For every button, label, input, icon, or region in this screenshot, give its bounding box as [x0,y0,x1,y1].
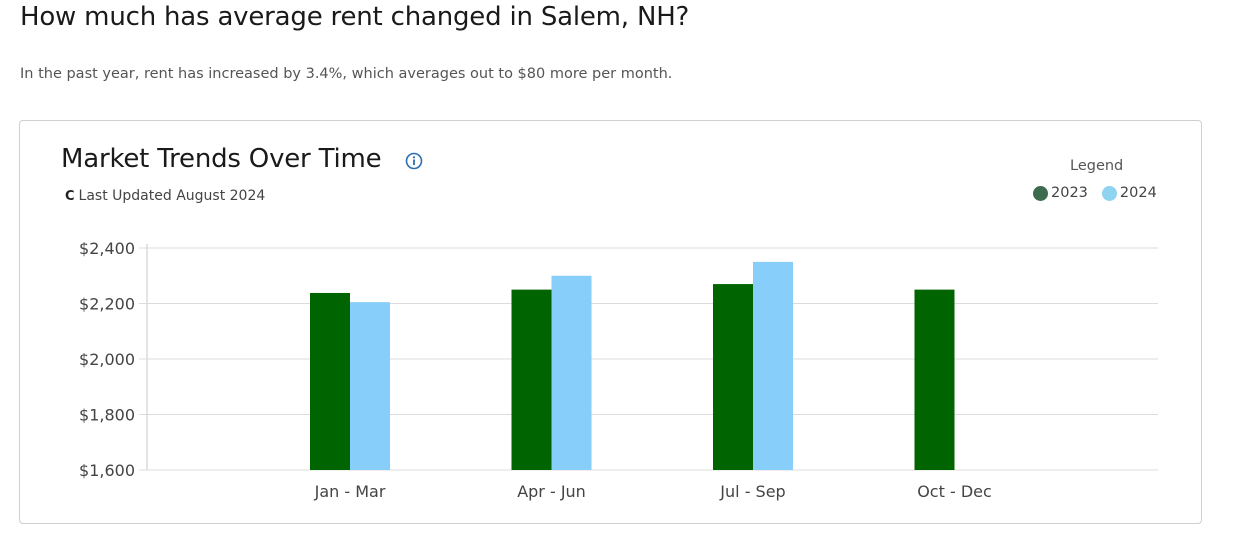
card-title: Market Trends Over Time [61,144,382,174]
bar-2023-3 [914,289,955,470]
bar-chart: $1,600 $1,800 $2,000 $2,200 $2,400 Jan - Mar A… [79,239,1158,501]
x-tick-label: Apr - Jun [517,482,586,501]
rent-change-summary: In the past year, rent has increased by … [20,66,673,82]
bar-2023-2 [713,284,753,470]
y-tick-label: $1,800 [79,406,135,425]
y-tick-label: $2,400 [79,239,135,258]
legend-label-2024: 2024 [1119,185,1157,201]
bar-2024-2 [753,261,793,470]
bar-2023-1 [511,289,552,470]
y-tick-label: $2,200 [79,295,135,314]
x-tick-label: Jul - Sep [719,482,785,501]
refresh-icon: C [65,188,75,204]
bar-2024-1 [551,275,592,470]
last-updated-text: Last Updated August 2024 [78,188,266,204]
legend-item-2024: 2024 [1101,185,1157,201]
info-icon[interactable] [405,152,423,170]
y-tick-label: $2,000 [79,350,135,369]
legend-item-2023: 2023 [1033,185,1088,201]
last-updated: C Last Updated August 2024 [65,188,265,204]
x-tick-label: Oct - Dec [917,482,992,501]
legend-swatch-2024 [1101,185,1117,201]
page-heading: How much has average rent changed in Sal… [20,2,690,32]
x-tick-label: Jan - Mar [314,482,386,501]
legend: 2023 2024 [1033,185,1157,201]
y-tick-label: $1,600 [79,461,135,480]
market-trends-card: Market Trends Over Time C Last Updated A… [19,120,1202,524]
legend-swatch-2023 [1033,185,1048,201]
bar-2023-0 [310,292,350,470]
legend-title: Legend [1070,158,1124,174]
legend-label-2023: 2023 [1051,185,1088,201]
bar-2024-0 [350,302,390,470]
